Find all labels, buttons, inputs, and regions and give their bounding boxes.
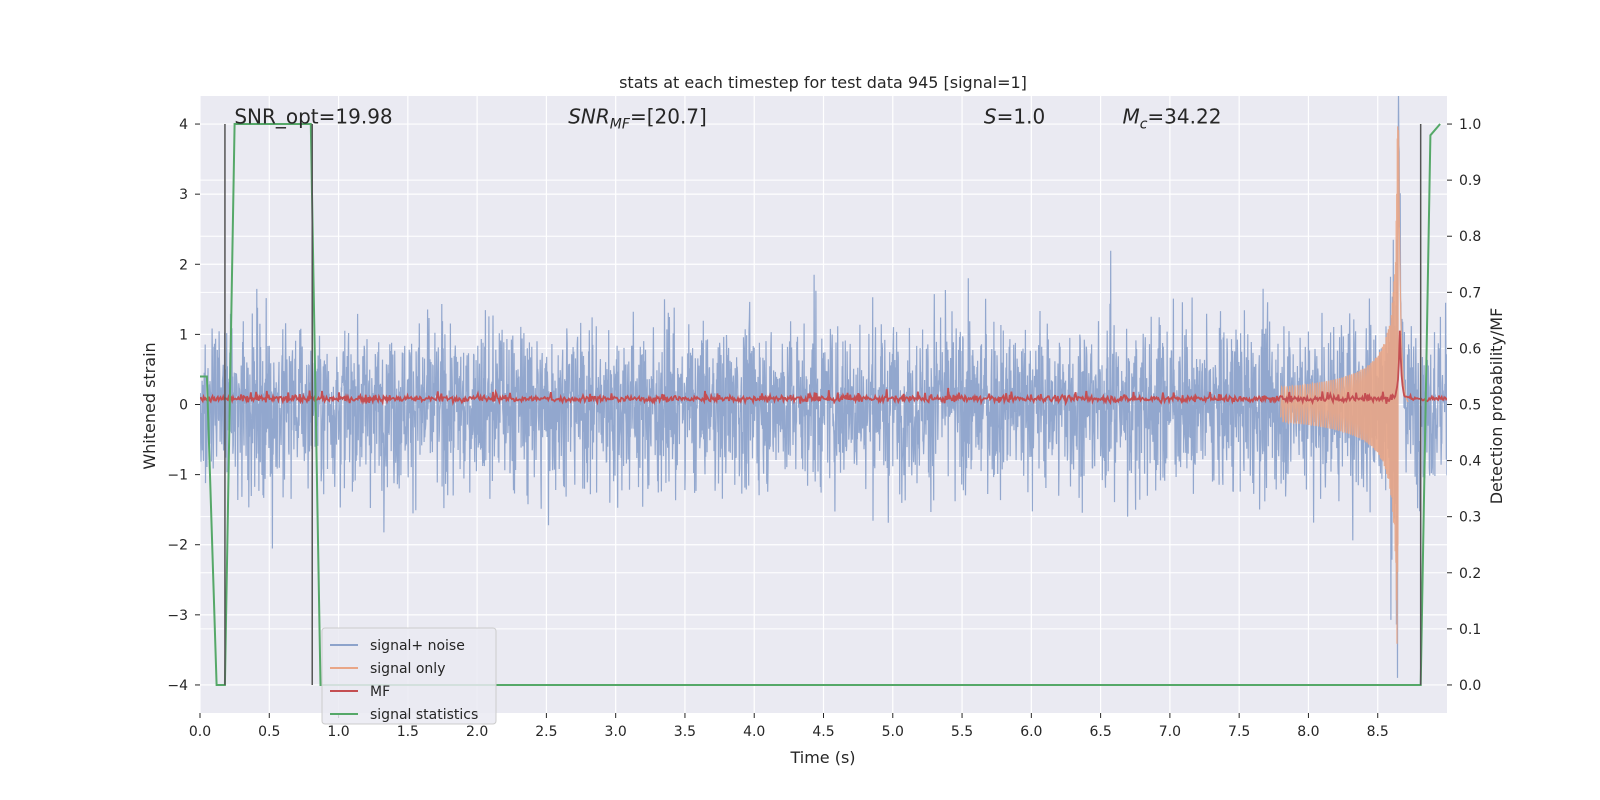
y2-tick-label: 0.0 [1459, 678, 1481, 694]
annotation-2: S=1.0 [984, 105, 1045, 129]
y-tick-label: −3 [167, 608, 188, 624]
x-tick-label: 0.0 [189, 724, 211, 740]
legend: signal+ noise signal only MF signal statist… [321, 627, 497, 725]
x-tick-label: 1.0 [327, 724, 349, 740]
y2-tick-label: 0.7 [1459, 285, 1481, 301]
x-tick-label: 7.0 [1159, 724, 1181, 740]
x-tick-labels: 0.0 0.5 1.0 1.5 2.0 2.5 3.0 3.5 4.0 4.5 5.0 5.5 6.0 6… [189, 713, 1389, 740]
annotation-3: Mc=34.22 [1122, 105, 1221, 133]
y2-tick-label: 0.8 [1459, 229, 1481, 245]
y-tick-label: −2 [167, 538, 188, 554]
x-tick-label: 4.5 [812, 724, 834, 740]
annotation-1: SNRMF=[20.7] [568, 105, 707, 133]
series-layer [200, 96, 1447, 686]
series-signal-noise [200, 96, 1447, 678]
annotations: SNR_opt=19.98 SNRMF=[20.7] S=1.0 Mc=34.22 [234, 105, 1221, 133]
x-tick-label: 8.5 [1367, 724, 1389, 740]
series-signal-statistics [200, 123, 1441, 686]
chart-title: stats at each timestep for test data 945… [619, 73, 1027, 92]
y-tick-label: 4 [179, 117, 188, 133]
y2-axis-label: Detection probability/MF [1487, 308, 1506, 505]
series-signal-only [1280, 126, 1409, 644]
y-tick-label: −4 [167, 678, 188, 694]
y-tick-label: 2 [179, 257, 188, 273]
x-tick-label: 6.0 [1020, 724, 1042, 740]
x-tick-label: 8.0 [1297, 724, 1319, 740]
vertical-lines [224, 124, 1422, 685]
x-axis-label: Time (s) [789, 748, 855, 767]
y2-tick-label: 0.9 [1459, 173, 1481, 189]
x-tick-label: 3.0 [605, 724, 627, 740]
y2-tick-labels: 1.0 0.9 0.8 0.7 0.6 0.5 0.4 0.3 0.2 0.1 0.0 [1447, 117, 1481, 694]
y-tick-labels: 4 3 2 1 0 −1 −2 −3 −4 [167, 117, 200, 694]
y-tick-label: 1 [179, 327, 188, 343]
y2-tick-label: 1.0 [1459, 117, 1481, 133]
series-mf [200, 330, 1447, 407]
y2-tick-label: 0.1 [1459, 622, 1481, 638]
x-tick-label: 2.0 [466, 724, 488, 740]
y-tick-label: 0 [179, 398, 188, 414]
y2-tick-label: 0.5 [1459, 398, 1481, 414]
legend-label-3: signal statistics [370, 707, 478, 723]
x-tick-label: 2.5 [535, 724, 557, 740]
x-tick-label: 7.5 [1228, 724, 1250, 740]
series-clip-group [200, 96, 1447, 686]
legend-label-2: MF [370, 684, 390, 700]
y-axis-label: Whitened strain [140, 342, 159, 469]
y-tick-label: −1 [167, 468, 188, 484]
x-tick-label: 4.0 [743, 724, 765, 740]
x-tick-label: 0.5 [258, 724, 280, 740]
y-tick-label: 3 [179, 187, 188, 203]
y2-tick-label: 0.4 [1459, 454, 1481, 470]
y2-tick-label: 0.2 [1459, 566, 1481, 582]
annotation-0: SNR_opt=19.98 [234, 105, 392, 129]
legend-box [321, 627, 497, 725]
y2-tick-label: 0.6 [1459, 341, 1481, 357]
x-tick-label: 3.5 [674, 724, 696, 740]
y2-tick-label: 0.3 [1459, 510, 1481, 526]
x-tick-label: 5.5 [951, 724, 973, 740]
x-tick-label: 5.0 [882, 724, 904, 740]
legend-label-1: signal only [370, 661, 445, 677]
x-tick-label: 1.5 [397, 724, 419, 740]
x-tick-label: 6.5 [1089, 724, 1111, 740]
legend-label-0: signal+ noise [370, 638, 465, 654]
